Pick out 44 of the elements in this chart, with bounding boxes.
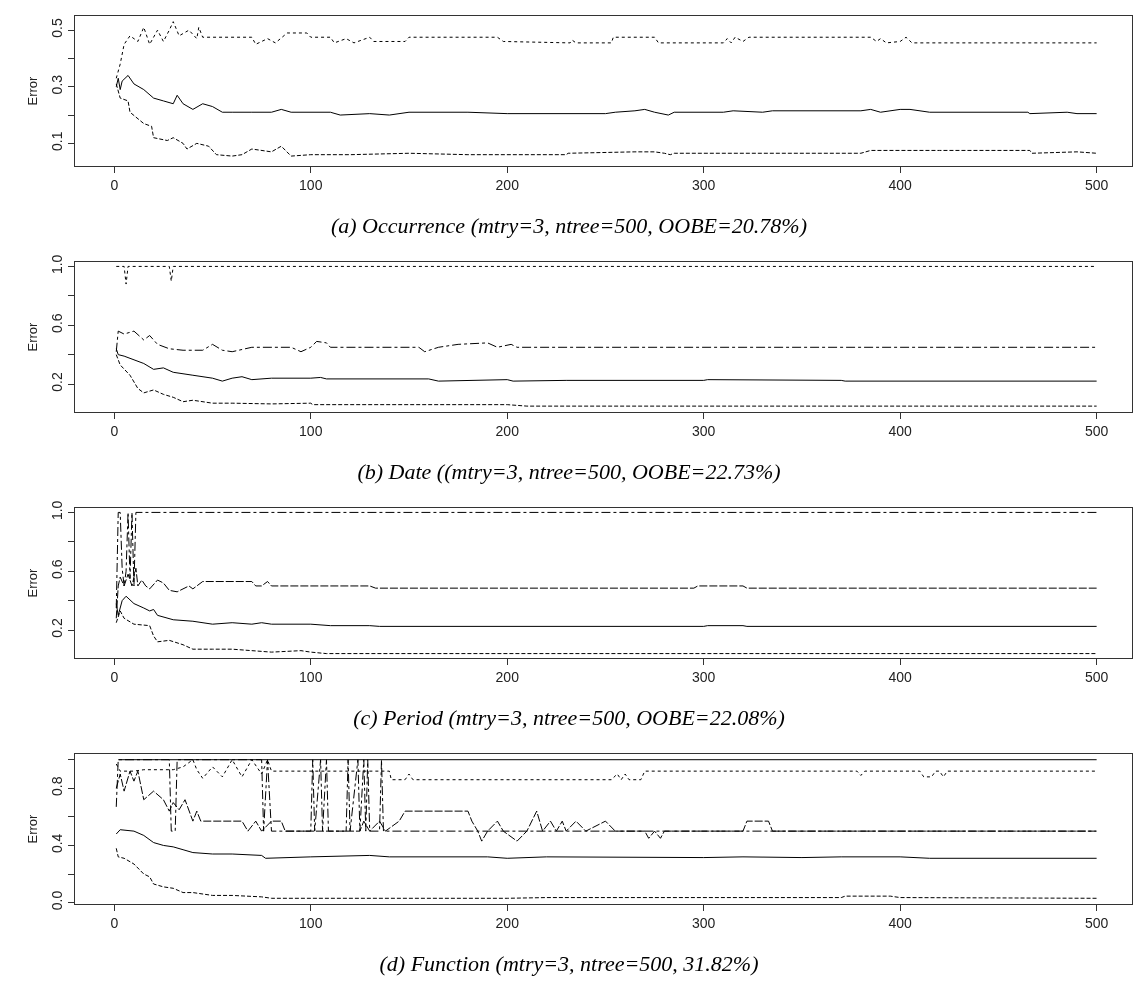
- x-tick-label: 500: [1084, 176, 1109, 193]
- x-tick-label: 300: [692, 176, 716, 193]
- y-tick-label: 0.0: [49, 890, 66, 911]
- x-tick-label: 200: [495, 914, 520, 931]
- y-tick-label: 0.3: [49, 74, 66, 95]
- x-tick-label: 100: [299, 176, 323, 193]
- x-tick-label: 400: [888, 668, 913, 685]
- y-tick-label: 0.6: [49, 313, 66, 333]
- y-tick-label: 0.5: [49, 18, 66, 38]
- x-tick-label: 0: [110, 422, 119, 439]
- x-tick-label: 500: [1084, 668, 1109, 685]
- y-tick-label: 1.0: [49, 500, 66, 521]
- text: (c) Period (mtry=3, ntree=500, OOBE=22.08%): [353, 704, 785, 730]
- y-axis-title: Error: [25, 813, 41, 844]
- x-tick-label: 500: [1084, 422, 1109, 439]
- x-tick-label: 300: [692, 914, 716, 931]
- x-tick-label: 200: [495, 422, 520, 439]
- x-tick-label: 400: [888, 422, 913, 439]
- x-tick-label: 100: [299, 422, 323, 439]
- x-tick-label: 0: [110, 668, 119, 685]
- y-tick-label: 1.0: [49, 254, 66, 275]
- x-tick-label: 500: [1084, 914, 1109, 931]
- x-tick-label: 0: [110, 176, 119, 193]
- y-tick-label: 0.2: [49, 618, 66, 638]
- x-tick-label: 400: [888, 914, 913, 931]
- text: (a) Occurrence (mtry=3, ntree=500, OOBE=20.78%): [330, 212, 808, 238]
- x-tick-label: 100: [299, 668, 323, 685]
- x-tick-label: 0: [110, 914, 119, 931]
- y-axis-title: Error: [25, 567, 41, 598]
- y-tick-label: 0.2: [49, 372, 66, 392]
- x-tick-label: 400: [888, 176, 913, 193]
- text: (b) Date ((mtry=3, ntree=500, OOBE=22.73%): [357, 458, 781, 484]
- y-axis-title: Error: [25, 321, 41, 352]
- y-tick-label: 0.6: [49, 559, 66, 579]
- y-tick-label: 0.1: [49, 131, 66, 151]
- x-tick-label: 200: [495, 176, 520, 193]
- x-tick-label: 300: [692, 668, 716, 685]
- y-axis-title: Error: [25, 75, 41, 106]
- y-tick-label: 0.4: [49, 833, 66, 854]
- x-tick-label: 300: [692, 422, 716, 439]
- text: (d) Function (mtry=3, ntree=500, 31.82%): [379, 950, 759, 976]
- x-tick-label: 100: [299, 914, 323, 931]
- y-tick-label: 0.8: [49, 776, 66, 796]
- x-tick-label: 200: [495, 668, 520, 685]
